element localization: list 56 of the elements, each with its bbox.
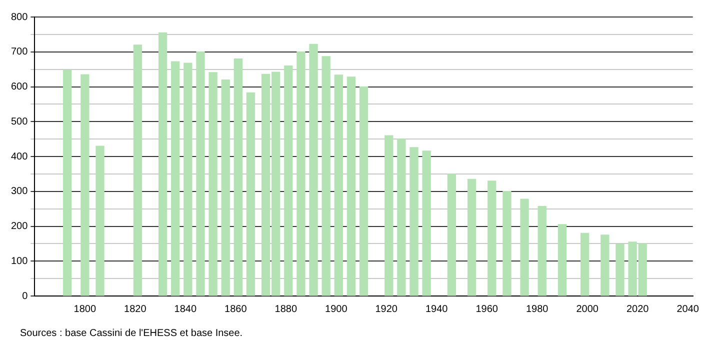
x-tick-label: 1900	[325, 304, 348, 315]
bar	[334, 74, 343, 296]
bar	[600, 234, 610, 296]
bar	[346, 76, 356, 296]
y-tick-label: 0	[22, 290, 28, 302]
y-tick-label: 300	[10, 186, 28, 198]
x-tick-label: 1960	[476, 304, 498, 315]
y-tick-label: 600	[10, 82, 28, 92]
x-tick-label: 2040	[676, 304, 700, 315]
y-tick-label: 700	[10, 46, 28, 58]
bar	[184, 62, 192, 296]
bar	[359, 86, 368, 296]
bar	[158, 32, 168, 296]
x-tick-label: 2020	[626, 304, 650, 315]
y-tick-label: 100	[10, 256, 28, 267]
x-tick-label: 1800	[74, 304, 96, 315]
bar	[96, 146, 104, 296]
bar	[502, 191, 512, 296]
bar	[397, 138, 406, 296]
x-tick-label: 2000	[576, 304, 599, 315]
bar	[63, 70, 72, 296]
bar	[208, 72, 218, 296]
bar	[558, 224, 567, 296]
bar	[467, 178, 476, 296]
bar	[246, 92, 256, 296]
bar	[616, 244, 624, 296]
x-tick-label: 1860	[224, 304, 248, 315]
bar	[284, 65, 293, 296]
x-tick-label: 1920	[375, 304, 398, 315]
bar	[580, 232, 590, 296]
bar	[234, 58, 242, 296]
x-tick-label: 1940	[425, 304, 448, 315]
bar	[296, 52, 306, 296]
x-tick-label: 1840	[174, 304, 197, 315]
x-tick-label: 1880	[274, 304, 298, 315]
source-note: Sources : base Cassini de l'EHESS et base Insee.	[20, 328, 243, 339]
bar	[384, 135, 394, 296]
bar	[422, 150, 431, 296]
bar	[447, 174, 456, 296]
y-tick-label: 200	[10, 221, 28, 232]
bar	[309, 44, 318, 296]
bar	[133, 44, 142, 296]
y-tick-label: 800	[10, 12, 28, 23]
bar	[196, 52, 205, 296]
bar	[488, 180, 496, 296]
bar	[80, 74, 90, 296]
x-tick-label: 1820	[124, 304, 147, 315]
y-tick-label: 500	[10, 116, 28, 128]
x-tick-label: 1980	[526, 304, 549, 315]
bar	[538, 206, 546, 296]
y-tick-label: 400	[10, 151, 28, 162]
bar	[171, 61, 180, 296]
bar	[410, 147, 418, 296]
bar	[520, 198, 529, 296]
bar	[322, 56, 330, 296]
bar	[221, 79, 230, 296]
